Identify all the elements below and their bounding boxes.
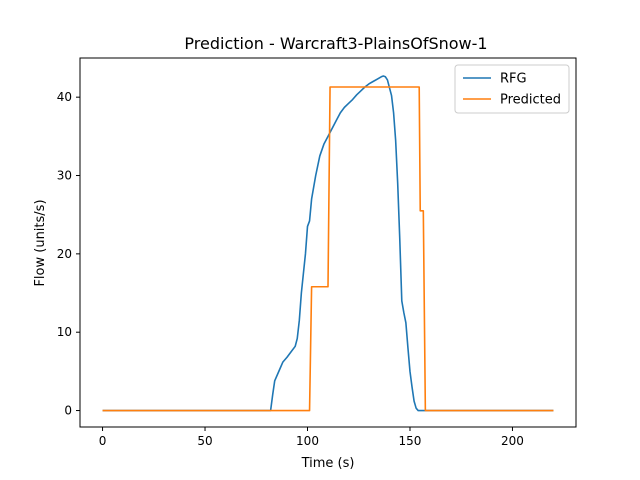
y-axis-label: Flow (units/s) [33, 199, 48, 286]
y-tick-label: 40 [57, 90, 72, 104]
y-tick-label: 10 [57, 325, 72, 339]
legend-box [454, 64, 570, 114]
x-tick-label: 150 [399, 434, 422, 448]
y-tick-label: 20 [57, 247, 72, 261]
series-line-predicted [102, 86, 554, 412]
x-tick-label: 0 [99, 434, 107, 448]
legend: RFG Predicted [454, 64, 570, 114]
plot-lines [102, 75, 554, 412]
series-line-rfg [102, 75, 554, 412]
x-tick-label: 100 [296, 434, 319, 448]
y-tick-label: 30 [57, 169, 72, 183]
legend-label: RFG [500, 72, 527, 87]
y-tick-label: 0 [64, 404, 72, 418]
x-axis-label: Time (s) [301, 456, 355, 471]
y-axis-ticks: 0 10 20 30 40 [57, 90, 80, 418]
legend-label: Predicted [500, 93, 561, 108]
x-tick-label: 200 [501, 434, 524, 448]
chart-title: Prediction - Warcraft3-PlainsOfSnow-1 [184, 34, 487, 53]
plot-frame [79, 57, 577, 428]
x-axis-ticks: 0 50 100 150 200 [99, 427, 524, 448]
x-tick-label: 50 [197, 434, 212, 448]
